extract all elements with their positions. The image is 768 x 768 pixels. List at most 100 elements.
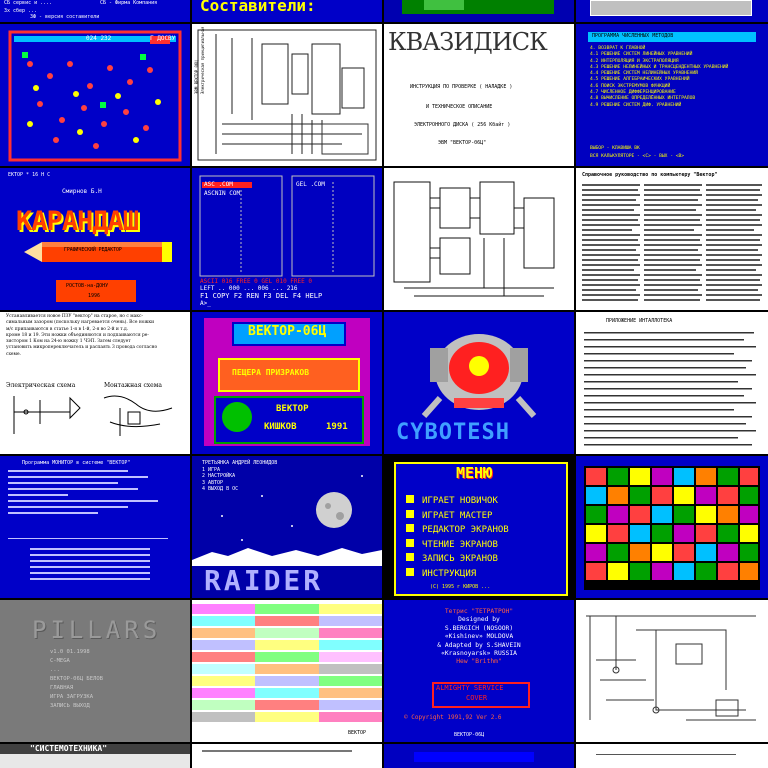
function-keys[interactable]: F1 COPY F2 REN F3 DEL F4 HELP (200, 292, 323, 300)
karandash-subtitle: ГРАФИЧЕСКИЙ РЕДАКТОР (64, 248, 122, 253)
info-line: v1.0 01.1998 (50, 649, 90, 655)
title-strip (0, 744, 190, 754)
tile-title: Составители: (200, 0, 316, 15)
tile-ghost-cave: ВЕКТОР-06Ц ПЕЩЕРА ПРИЗРАКОВ ВЕКТОР КИШКО… (192, 312, 382, 454)
status-line: ASCII 016 FREE 0 GEL 010 FREE 0 (200, 278, 312, 285)
menu-item[interactable]: РЕДАКТОР ЭКРАНОВ (406, 523, 509, 538)
credit-line: «Kishinev» MOLDOVA (444, 633, 514, 641)
service-line: COVER (466, 694, 488, 702)
commander-frames (199, 175, 375, 277)
tile-green-game (384, 0, 574, 22)
menu-item[interactable]: ИГРАЕТ МАСТЕР (406, 509, 509, 524)
menu-list: 4. ВОЗВРАТ К ГЛАВНОЙ 4.1 РЕШЕНИЕ СИСТЕМ … (590, 46, 728, 109)
credit-line: Hew "Brithm" (456, 658, 502, 666)
menu-item[interactable]: ИНСТРУКЦИЯ (406, 567, 509, 582)
bullet-icon (406, 538, 414, 547)
wiring-graphic (586, 615, 756, 721)
info-line: ... (50, 667, 60, 673)
tile-schematic-vector: ЭВМ ВЕКТОР 06Ц Электрическая принципиаль… (192, 24, 382, 166)
tile-appendix-list: ПРИЛОЖЕНИЕ ИНТАЛЛОТЕКА (576, 312, 768, 454)
header-box (232, 322, 346, 346)
menu-item: 4.9 РЕШЕНИЕ СИСТЕМ ДИФ. УРАВНЕНИЙ (590, 102, 682, 108)
menu-footer: ВСЯ КАЛЬКУЛЯТОРЕ - <С> - ВЫХ - <В> (590, 154, 685, 159)
systemotechnika-title: "СИСТЕМОТЕХНИКА" (30, 744, 108, 753)
color-bars-footer: ВЕКТОР (348, 730, 367, 736)
robot-graphic (421, 334, 537, 418)
left-file[interactable]: ASCNIN COM (204, 190, 241, 197)
left-panel-header[interactable]: ASC .COM (204, 181, 233, 188)
tile-line: СБ - Фирма Компания (100, 0, 158, 6)
year: 1991 (326, 422, 348, 432)
tile-schematic-fragment (576, 744, 768, 768)
menu-item-label: ИГРАЕТ МАСТЕР (422, 510, 493, 521)
menu-item-label: ИНСТРУКЦИЯ (422, 568, 477, 579)
tile-tetratron: Тетрис "ТЕТРАТРОН" Designed by S.BERGICH… (384, 600, 574, 742)
menu-footer: (С) 1995 г КИРОВ ... (430, 584, 491, 590)
menu-line[interactable]: 4 ВЫХОД В ОС (202, 486, 239, 492)
text-line: установить микропереключатель и распаять… (6, 345, 158, 351)
tile-paper-fragment (192, 744, 382, 768)
tile-reference-manual: Справочное руководство по компьютеру "Ве… (576, 168, 768, 310)
karandash-footer: РОСТОВ-на-ДОНУ (66, 283, 109, 289)
tile-rom-instructions: Устанавливается новое ПЗУ "вектор" на ст… (0, 312, 190, 454)
menu-line[interactable]: 3 АВТОР (202, 479, 224, 486)
menu-line[interactable]: 2 НАСТРОЙКА (202, 473, 236, 479)
tile-cybotesh: CYBOTESH (384, 312, 574, 454)
green-area (424, 0, 464, 10)
karandash-title: КАРАНДАШ (16, 206, 139, 237)
menu-item: 4.2 ИНТЕРПОЛЯЦИЯ И ЭКСТРАПОЛЯЦИЯ (590, 58, 679, 64)
tile-grey-window (576, 0, 768, 22)
bullet-icon (406, 567, 414, 576)
menu-frame (394, 462, 568, 596)
bullet-icon (406, 524, 414, 532)
menu-item[interactable]: ЧТЕНИЕ ЭКРАНОВ (406, 538, 509, 553)
fragment-line (596, 754, 736, 755)
monitor-header: Программа МОНИТОР в системе "ВЕКТОР" (22, 460, 131, 466)
menu-item[interactable]: ЗАПИСЬ ЭКРАНОВ (406, 552, 509, 567)
left-caption: Электрическая схема (6, 382, 76, 389)
text-line: зистором 1 Ком на 24-ю ножку 1 ЧЭП. Зате… (6, 339, 131, 345)
fragment-bar (414, 752, 534, 762)
menu-line[interactable]: 1 ИГРА (202, 466, 221, 473)
appendix-lines (584, 332, 756, 446)
tile-tile-game (576, 456, 768, 598)
status-line: LEFT .. 000 ... 006 ... 216 (200, 285, 298, 292)
rom-schematic (13, 395, 173, 436)
text-line: кроме 18 и 19. Эти ножки объединяются и … (6, 332, 149, 338)
game-title: ПЕЩЕРА ПРИЗРАКОВ (232, 368, 310, 377)
prompt[interactable]: A>_ (200, 300, 211, 307)
pencil-graphic (24, 242, 172, 262)
manual-title: Справочное руководство по компьютеру "Ве… (582, 172, 718, 178)
info-line[interactable]: ЗАПИСЬ ВЫХОД (50, 703, 90, 709)
right-panel-header[interactable]: GEL .COM (296, 181, 325, 188)
doc-line: ИНСТРУКЦИЯ ПО ПРОВЕРКЕ ( НАЛАДКЕ ) (410, 84, 513, 90)
karandash-footer-box (56, 280, 136, 302)
color-bars-graphic (192, 604, 382, 722)
menu-header-bar (588, 32, 756, 42)
raider-title: RAIDER (204, 564, 324, 597)
cybotesh-title: CYBOTESH (396, 420, 510, 445)
tile-kvazidisk-doc: КВАЗИДИСК ИНСТРУКЦИЯ ПО ПРОВЕРКЕ ( НАЛАД… (384, 24, 574, 166)
tile-line: СБ сервис и .... (4, 0, 53, 6)
tile-monitor-program: Программа МОНИТОР в системе "ВЕКТОР" (0, 456, 190, 598)
arcade-graphic (8, 30, 182, 162)
tile-mail-list: СБ сервис и .... СБ - Фирма Компания Зх … (0, 0, 190, 22)
info-line[interactable]: ИГРА ЗАГРУЗКА (50, 694, 94, 700)
service-line: ALMIGHTY SERVICE (436, 684, 504, 692)
tile-file-commander: ASC .COM GEL .COM ASCNIN COM ASCII 016 F… (192, 168, 382, 310)
bottom-box (214, 396, 364, 444)
doc-line: И ТЕХНИЧЕСКОЕ ОПИСАНИЕ (426, 104, 493, 110)
menu-item[interactable]: ИГРАЕТ НОВИЧОК (406, 494, 509, 509)
menu-item: 4.8 ВЫЧИСЛЕНИЕ ОПРЕДЕЛЁННЫХ ИНТЕГРАЛОВ (590, 96, 696, 102)
tile-numeric-menu: ПРОГРАММА ЧИСЛЕННЫХ МЕТОДОВ 4. ВОЗВРАТ К… (576, 24, 768, 166)
score-text: 024 232 (86, 35, 112, 42)
text-line: симальным зазором (поскольку нагревается… (6, 320, 155, 326)
raider-scene (192, 475, 382, 566)
tile-grid (584, 466, 760, 590)
instruction-text: Устанавливается новое ПЗУ "вектор" на ст… (6, 314, 157, 358)
logo-circle (222, 402, 252, 432)
menu-item: 4.7 ЧИСЛЕННОЕ ДИФФЕРЕНЦИРОВАНИЕ (590, 90, 676, 96)
service-box[interactable] (432, 682, 530, 708)
tile-line: Зх сбер ... (4, 8, 38, 14)
